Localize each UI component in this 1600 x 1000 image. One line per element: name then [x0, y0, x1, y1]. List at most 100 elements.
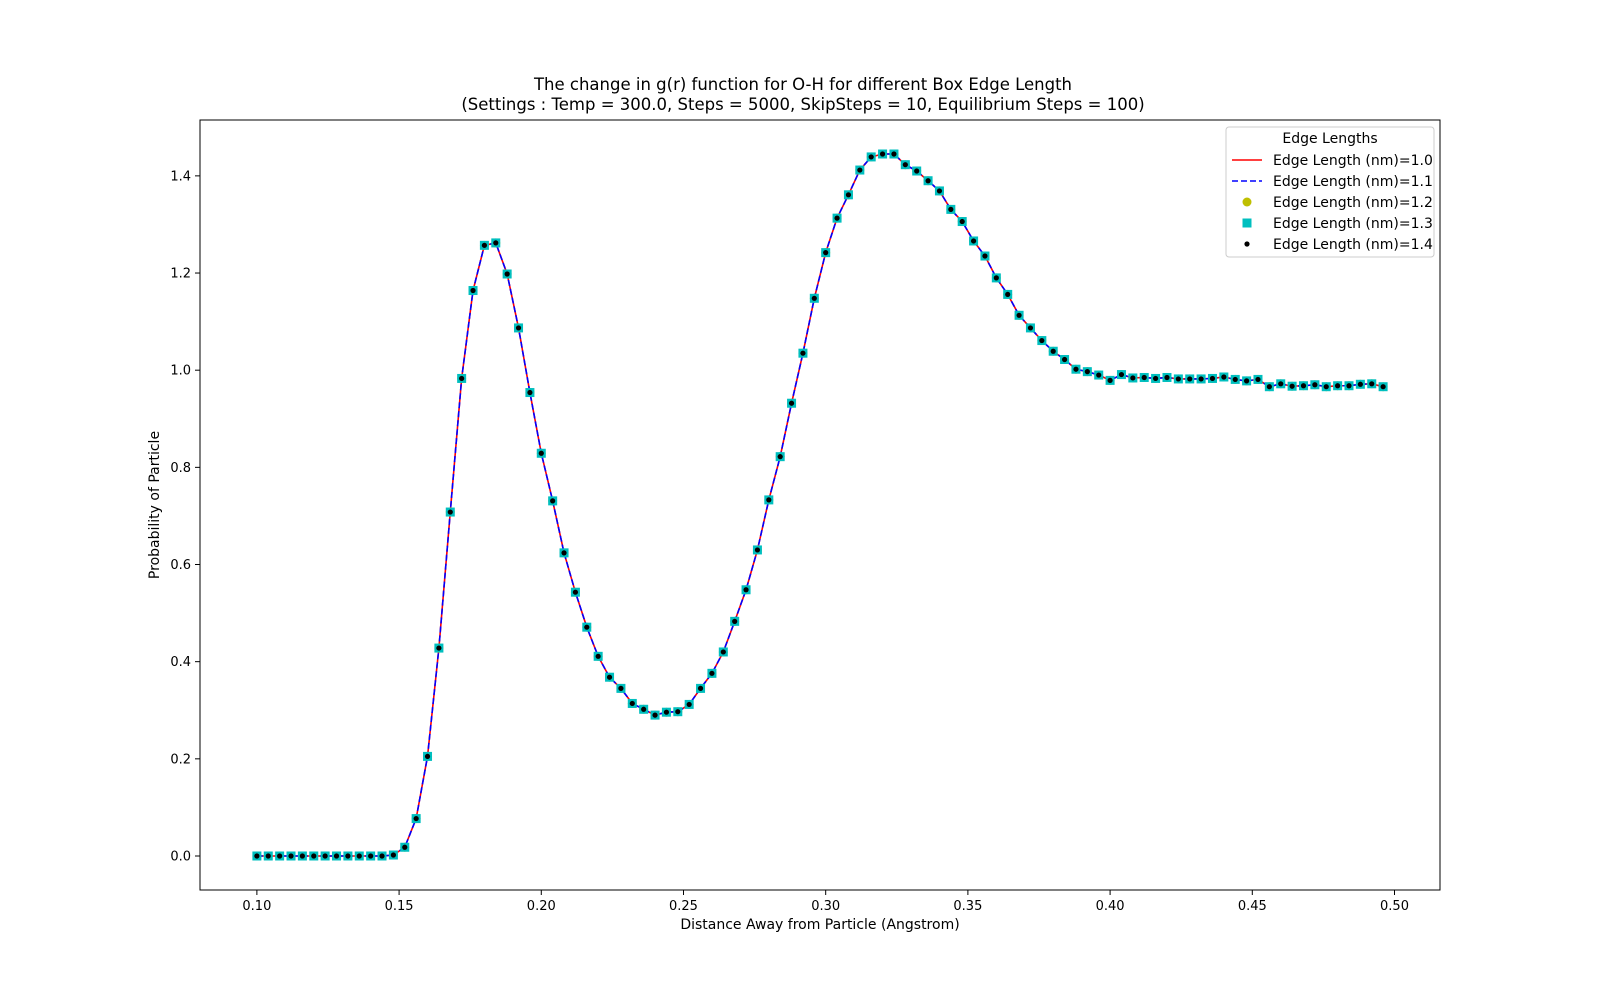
data-point: [1266, 384, 1272, 390]
series-edge-length-nm-1-3: [252, 149, 1388, 861]
data-point: [754, 547, 761, 553]
x-tick-label: 0.40: [1096, 899, 1125, 914]
x-tick-label: 0.30: [811, 899, 840, 914]
x-tick-label: 0.35: [953, 899, 982, 914]
data-point: [333, 853, 340, 859]
data-point: [254, 853, 260, 859]
data-point: [606, 674, 613, 680]
data-point: [948, 206, 954, 212]
data-point: [504, 271, 510, 277]
data-point: [766, 497, 772, 503]
data-point: [663, 709, 670, 715]
chart-title-line-1: The change in g(r) function for O-H for …: [533, 75, 1072, 94]
x-tick-label: 0.10: [242, 899, 271, 914]
data-point: [1152, 375, 1159, 382]
data-point: [1141, 374, 1147, 381]
data-point: [459, 375, 465, 382]
data-point: [1027, 325, 1034, 331]
data-point: [675, 709, 681, 715]
data-point: [1278, 381, 1284, 387]
data-point: [265, 853, 271, 859]
data-point: [288, 853, 294, 859]
data-point: [959, 218, 965, 225]
data-point: [390, 852, 396, 858]
y-tick-label: 0.0: [170, 849, 191, 864]
data-point: [1369, 381, 1375, 387]
series-line: [256, 153, 1384, 857]
legend-title: Edge Lengths: [1282, 131, 1377, 147]
data-point: [1232, 376, 1238, 383]
y-axis: 0.0 0.2 0.4 0.6 0.8 1.0 1.2 1.4: [170, 169, 200, 864]
data-point: [1198, 376, 1204, 382]
x-tick-label: 0.25: [669, 899, 698, 914]
legend-label: Edge Length (nm)=1.4: [1273, 237, 1433, 253]
data-point: [709, 670, 715, 676]
data-point: [1130, 375, 1136, 381]
y-tick-label: 1.0: [170, 364, 191, 379]
data-point: [936, 188, 943, 194]
series-line: [256, 153, 1384, 857]
series-edge-length-nm-1-0: [256, 153, 1384, 857]
legend: Edge Lengths Edge Length (nm)=1.0 Edge Le…: [1225, 126, 1435, 258]
data-point: [1289, 383, 1295, 389]
data-point: [891, 151, 897, 157]
y-tick-label: 0.8: [170, 461, 191, 476]
data-point: [527, 389, 533, 396]
data-point: [777, 454, 783, 460]
y-tick-label: 1.4: [170, 169, 191, 184]
y-tick-label: 0.6: [170, 558, 191, 573]
data-point: [618, 685, 624, 691]
data-point: [629, 700, 635, 707]
series-edge-length-nm-1-1: [256, 153, 1384, 857]
data-point: [1096, 372, 1102, 378]
data-point: [641, 706, 647, 712]
data-point: [1255, 376, 1261, 383]
data-point: [345, 853, 351, 859]
y-tick-label: 0.2: [170, 752, 191, 767]
data-point: [311, 853, 317, 859]
x-tick-label: 0.15: [385, 899, 414, 914]
data-point: [1061, 356, 1068, 363]
data-point: [879, 151, 886, 157]
data-point: [572, 589, 579, 595]
series-edge-length-nm-1-4: [254, 151, 1386, 859]
legend-swatch: [1242, 218, 1252, 228]
legend-entry: Edge Length (nm)=1.2: [1242, 195, 1433, 211]
legend-label: Edge Length (nm)=1.1: [1273, 174, 1433, 190]
legend-entry: Edge Length (nm)=1.0: [1232, 153, 1433, 169]
data-point: [845, 192, 852, 198]
x-tick-label: 0.45: [1238, 899, 1267, 914]
plot-content: [252, 149, 1388, 861]
chart-title-line-2: (Settings : Temp = 300.0, Steps = 5000, …: [461, 95, 1144, 114]
data-point: [1300, 383, 1307, 389]
data-point: [720, 649, 726, 655]
legend-label: Edge Length (nm)=1.2: [1273, 195, 1433, 211]
data-point: [1221, 374, 1227, 380]
data-point: [424, 753, 431, 760]
data-point: [1380, 384, 1386, 390]
y-tick-label: 0.4: [170, 655, 191, 670]
data-point: [1073, 366, 1079, 372]
data-point: [493, 240, 499, 246]
data-point: [1084, 369, 1090, 375]
data-point: [299, 853, 305, 859]
data-point: [1187, 376, 1193, 382]
data-point: [379, 853, 385, 859]
data-point: [914, 168, 920, 174]
data-point: [322, 853, 328, 859]
x-tick-label: 0.20: [527, 899, 556, 914]
legend-entry: Edge Length (nm)=1.4: [1244, 237, 1433, 253]
y-tick-label: 1.2: [170, 267, 191, 282]
data-point: [686, 701, 692, 708]
y-axis-label: Probability of Particle: [147, 431, 163, 579]
x-axis: 0.10 0.15 0.20 0.25 0.30 0.35 0.40 0.45 0.50: [242, 890, 1409, 914]
data-point: [1209, 375, 1216, 382]
data-point: [538, 450, 544, 456]
series-edge-length-nm-1-2: [252, 149, 1388, 861]
data-point: [470, 287, 476, 294]
legend-swatch: [1242, 197, 1252, 207]
data-point: [1175, 376, 1181, 382]
data-point: [1335, 383, 1341, 389]
data-point: [595, 653, 601, 659]
